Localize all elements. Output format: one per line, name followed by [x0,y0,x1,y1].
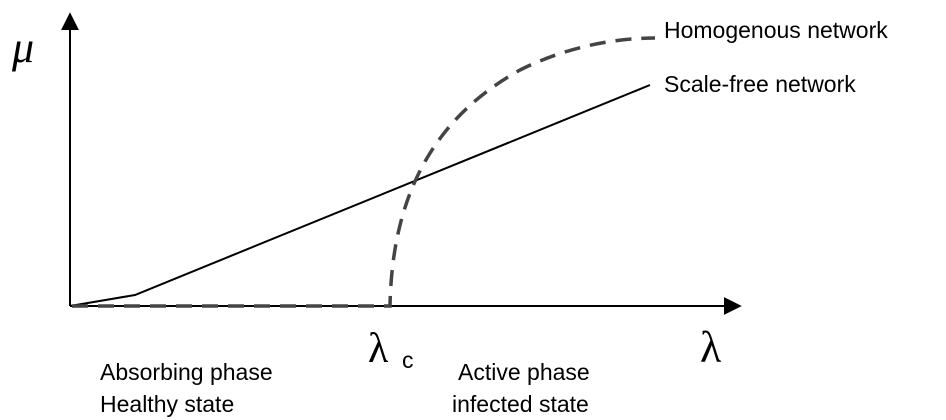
critical-subscript: c [402,347,414,373]
y-axis-label: μ [11,23,34,72]
curve-label: Scale-free network [664,71,856,97]
critical-symbol: λ [368,326,389,372]
curve-label: Homogenous network [664,17,888,43]
x-axis-label: λ [700,323,722,372]
phase-state: Healthy state [100,391,234,417]
phase-name: Absorbing phase [100,359,273,385]
phase-state: infected state [452,391,589,417]
scale-free-curve [69,84,651,307]
homogenous-curve [72,36,656,308]
phase-name: Active phase [458,359,590,385]
